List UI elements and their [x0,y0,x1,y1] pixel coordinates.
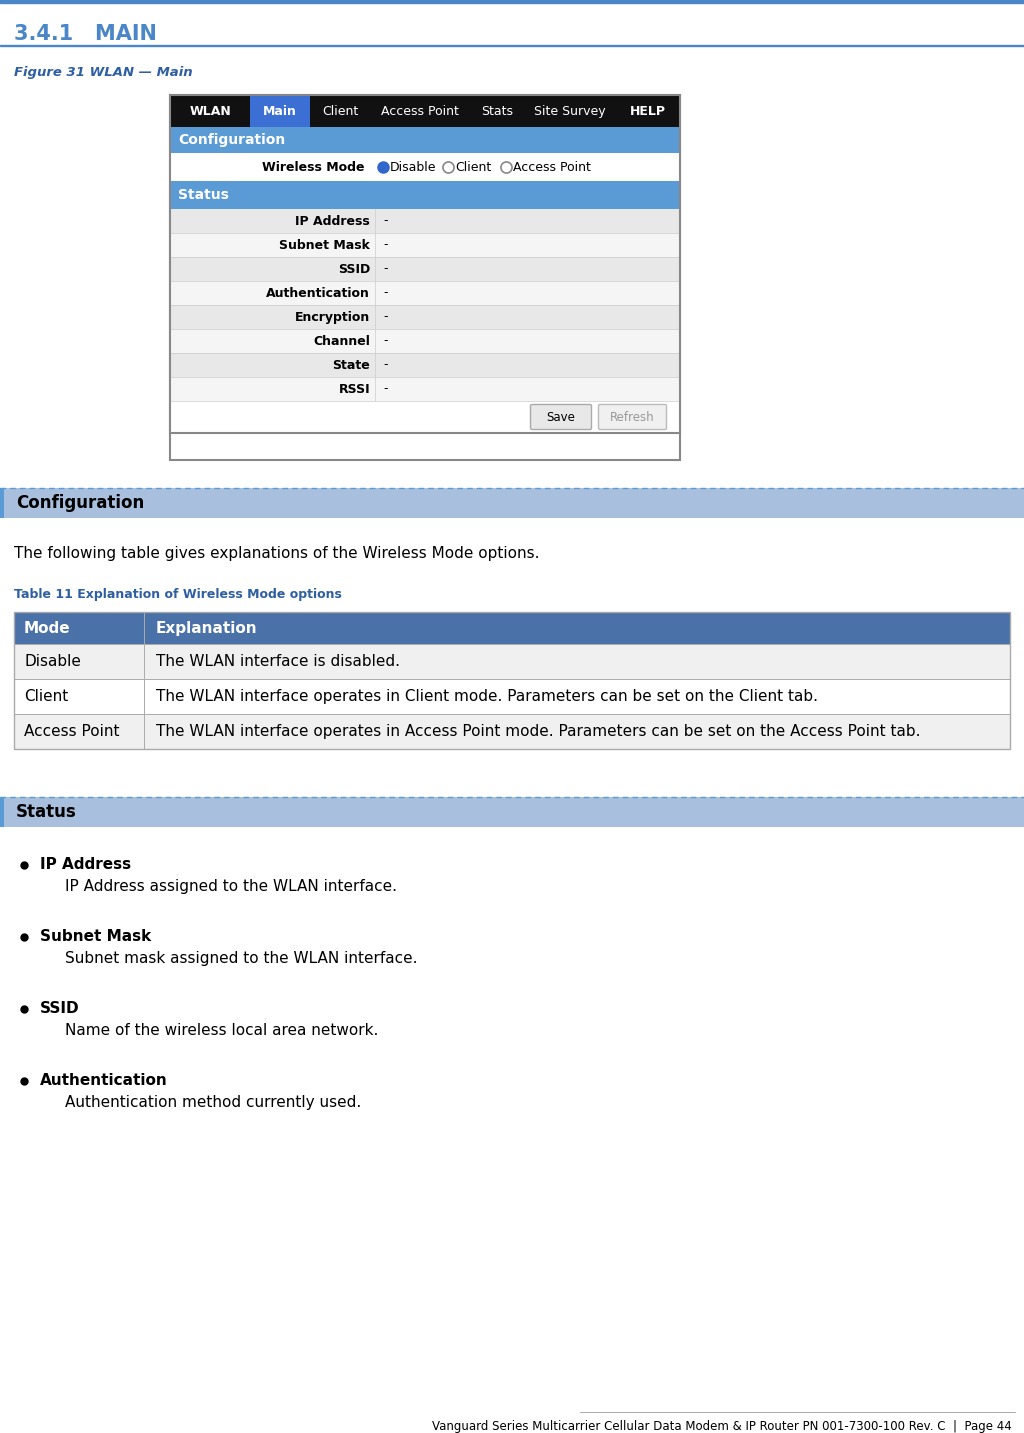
Bar [170,153,680,181]
Bar [170,353,680,377]
Text: Refresh: Refresh [610,410,654,424]
Bar [470,95,525,128]
Text: -: - [383,383,387,396]
Text: Mode: Mode [24,620,71,635]
Text: -: - [383,215,387,228]
Text: The WLAN interface is disabled.: The WLAN interface is disabled. [156,653,400,669]
Bar [250,95,310,128]
Text: Subnet Mask: Subnet Mask [40,929,152,944]
Bar [0,797,4,827]
Bar [14,643,1010,679]
Text: -: - [383,334,387,347]
Text: -: - [383,262,387,275]
Text: IP Address: IP Address [40,857,131,873]
Bar [170,330,680,353]
Text: The WLAN interface operates in Access Point mode. Parameters can be set on the A: The WLAN interface operates in Access Po… [156,724,921,739]
Text: Name of the wireless local area network.: Name of the wireless local area network. [65,1023,379,1037]
Text: 3.4.1   MAIN: 3.4.1 MAIN [14,24,157,44]
Text: RSSI: RSSI [338,383,370,396]
Text: SSID: SSID [338,262,370,275]
Text: Encryption: Encryption [295,311,370,324]
Text: -: - [383,287,387,299]
Text: Explanation: Explanation [156,620,258,635]
Bar [170,234,680,257]
Bar [0,489,1024,517]
Text: Subnet mask assigned to the WLAN interface.: Subnet mask assigned to the WLAN interfa… [65,952,418,966]
Bar [170,377,680,401]
Text: Configuration: Configuration [16,494,144,512]
Bar [0,797,1024,827]
Text: Disable: Disable [390,160,436,173]
Bar [170,257,680,281]
Bar [170,95,680,460]
Bar [14,714,1010,749]
Text: Disable: Disable [24,653,81,669]
Text: Table 11 Explanation of Wireless Mode options: Table 11 Explanation of Wireless Mode op… [14,588,342,600]
Text: Client: Client [24,689,69,704]
Text: Client: Client [322,105,358,118]
Text: Site Survey: Site Survey [535,105,606,118]
Text: Figure 31 WLAN — Main: Figure 31 WLAN — Main [14,66,193,79]
Text: Access Point: Access Point [513,160,591,173]
Text: Subnet Mask: Subnet Mask [280,238,370,252]
Text: SSID: SSID [40,1002,80,1016]
Bar [14,612,1010,749]
Bar [525,95,615,128]
Text: Channel: Channel [313,334,370,347]
Text: Wireless Mode: Wireless Mode [262,160,365,173]
Text: Authentication method currently used.: Authentication method currently used. [65,1095,361,1111]
Bar [170,95,680,433]
Text: Stats: Stats [481,105,513,118]
Text: IP Address: IP Address [295,215,370,228]
FancyBboxPatch shape [598,404,667,430]
Text: IP Address assigned to the WLAN interface.: IP Address assigned to the WLAN interfac… [65,878,397,894]
Bar [370,95,470,128]
Bar [170,401,680,433]
Text: -: - [383,238,387,252]
Text: Client: Client [455,160,492,173]
Bar [615,95,680,128]
Text: -: - [383,358,387,371]
Text: WLAN: WLAN [189,105,230,118]
Text: The WLAN interface operates in Client mode. Parameters can be set on the Client : The WLAN interface operates in Client mo… [156,689,818,704]
Text: Main: Main [263,105,297,118]
Text: Save: Save [547,410,575,424]
Bar [170,128,680,153]
Bar [170,209,680,234]
Text: Authentication: Authentication [266,287,370,299]
Text: The following table gives explanations of the Wireless Mode options.: The following table gives explanations o… [14,546,540,560]
Text: Vanguard Series Multicarrier Cellular Data Modem & IP Router PN 001-7300-100 Rev: Vanguard Series Multicarrier Cellular Da… [432,1420,1012,1433]
Bar [14,612,1010,643]
Bar [0,489,4,517]
Text: Status: Status [178,188,229,202]
Bar [170,281,680,305]
Text: State: State [332,358,370,371]
Bar [170,305,680,330]
Text: Status: Status [16,802,77,821]
Bar [0,0,1024,3]
Bar [14,679,1010,714]
Text: HELP: HELP [630,105,666,118]
FancyBboxPatch shape [530,404,592,430]
Text: Access Point: Access Point [381,105,459,118]
Text: Configuration: Configuration [178,133,286,148]
Bar [310,95,370,128]
Bar [170,181,680,209]
Text: -: - [383,311,387,324]
Text: Authentication: Authentication [40,1073,168,1088]
Text: Access Point: Access Point [24,724,120,739]
Bar [170,95,250,128]
